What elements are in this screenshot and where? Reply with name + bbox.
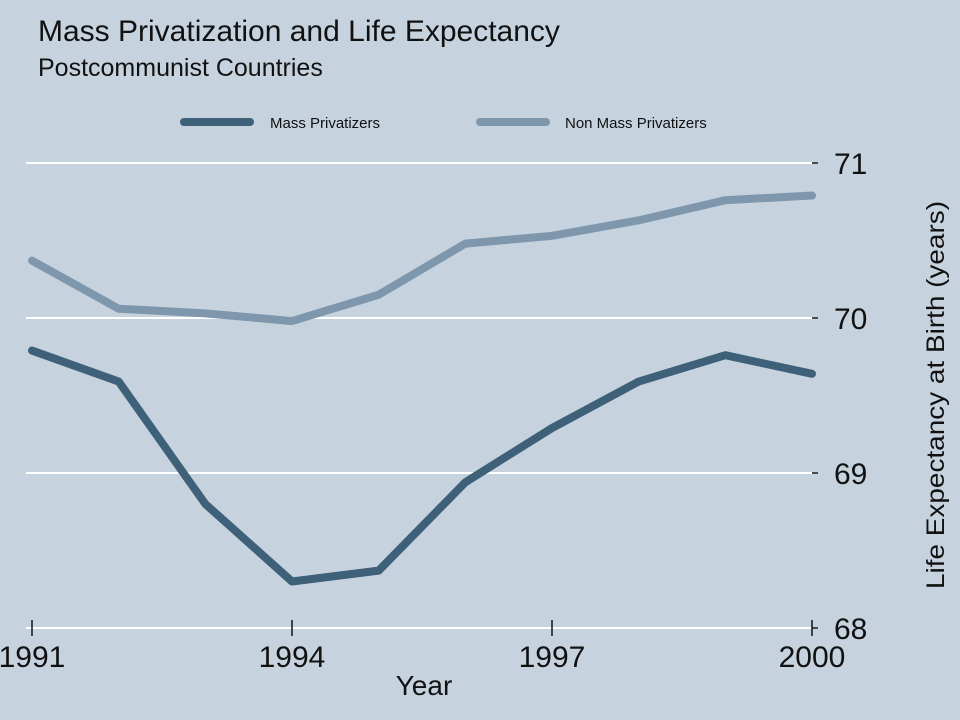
- legend: Mass Privatizers Non Mass Privatizers: [180, 115, 707, 132]
- data-point-non-mass-privatizers-2000: [808, 192, 816, 200]
- data-point-non-mass-privatizers-1995: [375, 291, 383, 299]
- data-point-mass-privatizers-1991: [28, 347, 36, 355]
- x-tick-label-2000: 2000: [779, 641, 846, 674]
- gridlines: [26, 162, 818, 474]
- chart-title: Mass Privatization and Life Expectancy: [38, 15, 560, 48]
- series-line-mass-privatizers: [28, 346, 816, 586]
- y-tick-label-71: 71: [834, 148, 867, 181]
- chart-subtitle: Postcommunist Countries: [38, 54, 323, 82]
- data-point-non-mass-privatizers-1997: [548, 232, 556, 240]
- y-axis: 68 69 70 71: [812, 148, 867, 646]
- series-lines: [28, 191, 816, 586]
- series-line-non-mass-privatizers: [28, 191, 816, 326]
- data-point-non-mass-privatizers-1993: [201, 309, 209, 317]
- x-tick-label-1997: 1997: [519, 641, 586, 674]
- y-tick-label-68: 68: [834, 613, 867, 646]
- legend-label-non-mass-privatizers: Non Mass Privatizers: [565, 115, 707, 132]
- data-point-mass-privatizers-1998: [635, 378, 643, 386]
- data-point-mass-privatizers-1993: [201, 500, 209, 508]
- data-point-mass-privatizers-1994: [288, 578, 296, 585]
- data-point-non-mass-privatizers-1996: [461, 240, 469, 248]
- data-point-mass-privatizers-1995: [375, 567, 383, 575]
- y-tick-label-69: 69: [834, 458, 867, 491]
- legend-label-mass-privatizers: Mass Privatizers: [270, 115, 380, 132]
- data-point-non-mass-privatizers-1994: [288, 317, 296, 325]
- x-tick-label-1994: 1994: [259, 641, 326, 674]
- data-point-non-mass-privatizers-1999: [721, 196, 729, 204]
- data-point-mass-privatizers-1999: [721, 351, 729, 359]
- data-point-mass-privatizers-1997: [548, 424, 556, 432]
- data-point-non-mass-privatizers-1991: [28, 257, 36, 265]
- x-axis-title: Year: [396, 670, 453, 701]
- data-point-mass-privatizers-1996: [461, 478, 469, 486]
- x-axis: 1991 1994 1997 2000: [0, 620, 845, 674]
- data-point-mass-privatizers-1992: [115, 378, 123, 386]
- x-tick-label-1991: 1991: [0, 641, 65, 674]
- data-point-mass-privatizers-2000: [808, 370, 816, 378]
- data-point-non-mass-privatizers-1992: [115, 305, 123, 313]
- y-axis-title: Life Expectancy at Birth (years): [922, 201, 950, 589]
- data-point-non-mass-privatizers-1998: [635, 216, 643, 224]
- y-tick-label-70: 70: [834, 303, 867, 336]
